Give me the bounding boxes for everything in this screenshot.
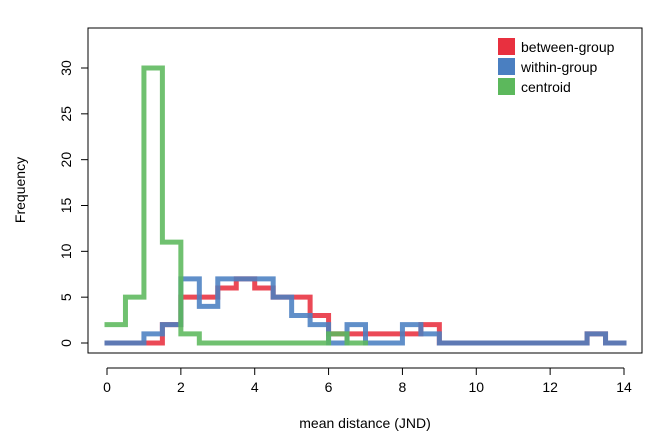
x-tick-label: 12 [542, 379, 558, 395]
legend-swatch-within-group [498, 58, 515, 75]
x-tick-label: 6 [325, 379, 333, 395]
y-axis-title: Frequency [12, 157, 28, 223]
legend-swatch-centroid [498, 78, 515, 95]
legend-swatch-between-group [498, 38, 515, 55]
legend-label-between-group: between-group [521, 39, 615, 55]
x-tick-label: 14 [616, 379, 632, 395]
axes: 0 2 4 6 8 10 12 14 0 5 10 15 20 25 30 [58, 27, 643, 395]
series-line-centroid [104, 65, 368, 346]
x-tick-label: 0 [103, 379, 111, 395]
y-tick-label: 20 [58, 152, 74, 168]
x-tick-label: 2 [177, 379, 185, 395]
plot-frame [87, 27, 643, 354]
y-tick-label: 25 [58, 106, 74, 122]
series-layer [104, 65, 627, 346]
x-axis: 0 2 4 6 8 10 12 14 [103, 367, 632, 395]
legend-label-within-group: within-group [520, 59, 597, 75]
x-tick-label: 8 [399, 379, 407, 395]
x-tick-label: 4 [251, 379, 259, 395]
y-tick-label: 30 [58, 60, 74, 76]
legend: between-group within-group centroid [498, 38, 615, 95]
y-tick-label: 10 [58, 243, 74, 259]
legend-label-centroid: centroid [521, 79, 571, 95]
y-tick-label: 15 [58, 198, 74, 214]
x-axis-title: mean distance (JND) [299, 415, 431, 431]
y-tick-label: 5 [58, 293, 74, 301]
y-axis: 0 5 10 15 20 25 30 [58, 60, 89, 347]
y-tick-label: 0 [58, 339, 74, 347]
x-tick-label: 10 [468, 379, 484, 395]
